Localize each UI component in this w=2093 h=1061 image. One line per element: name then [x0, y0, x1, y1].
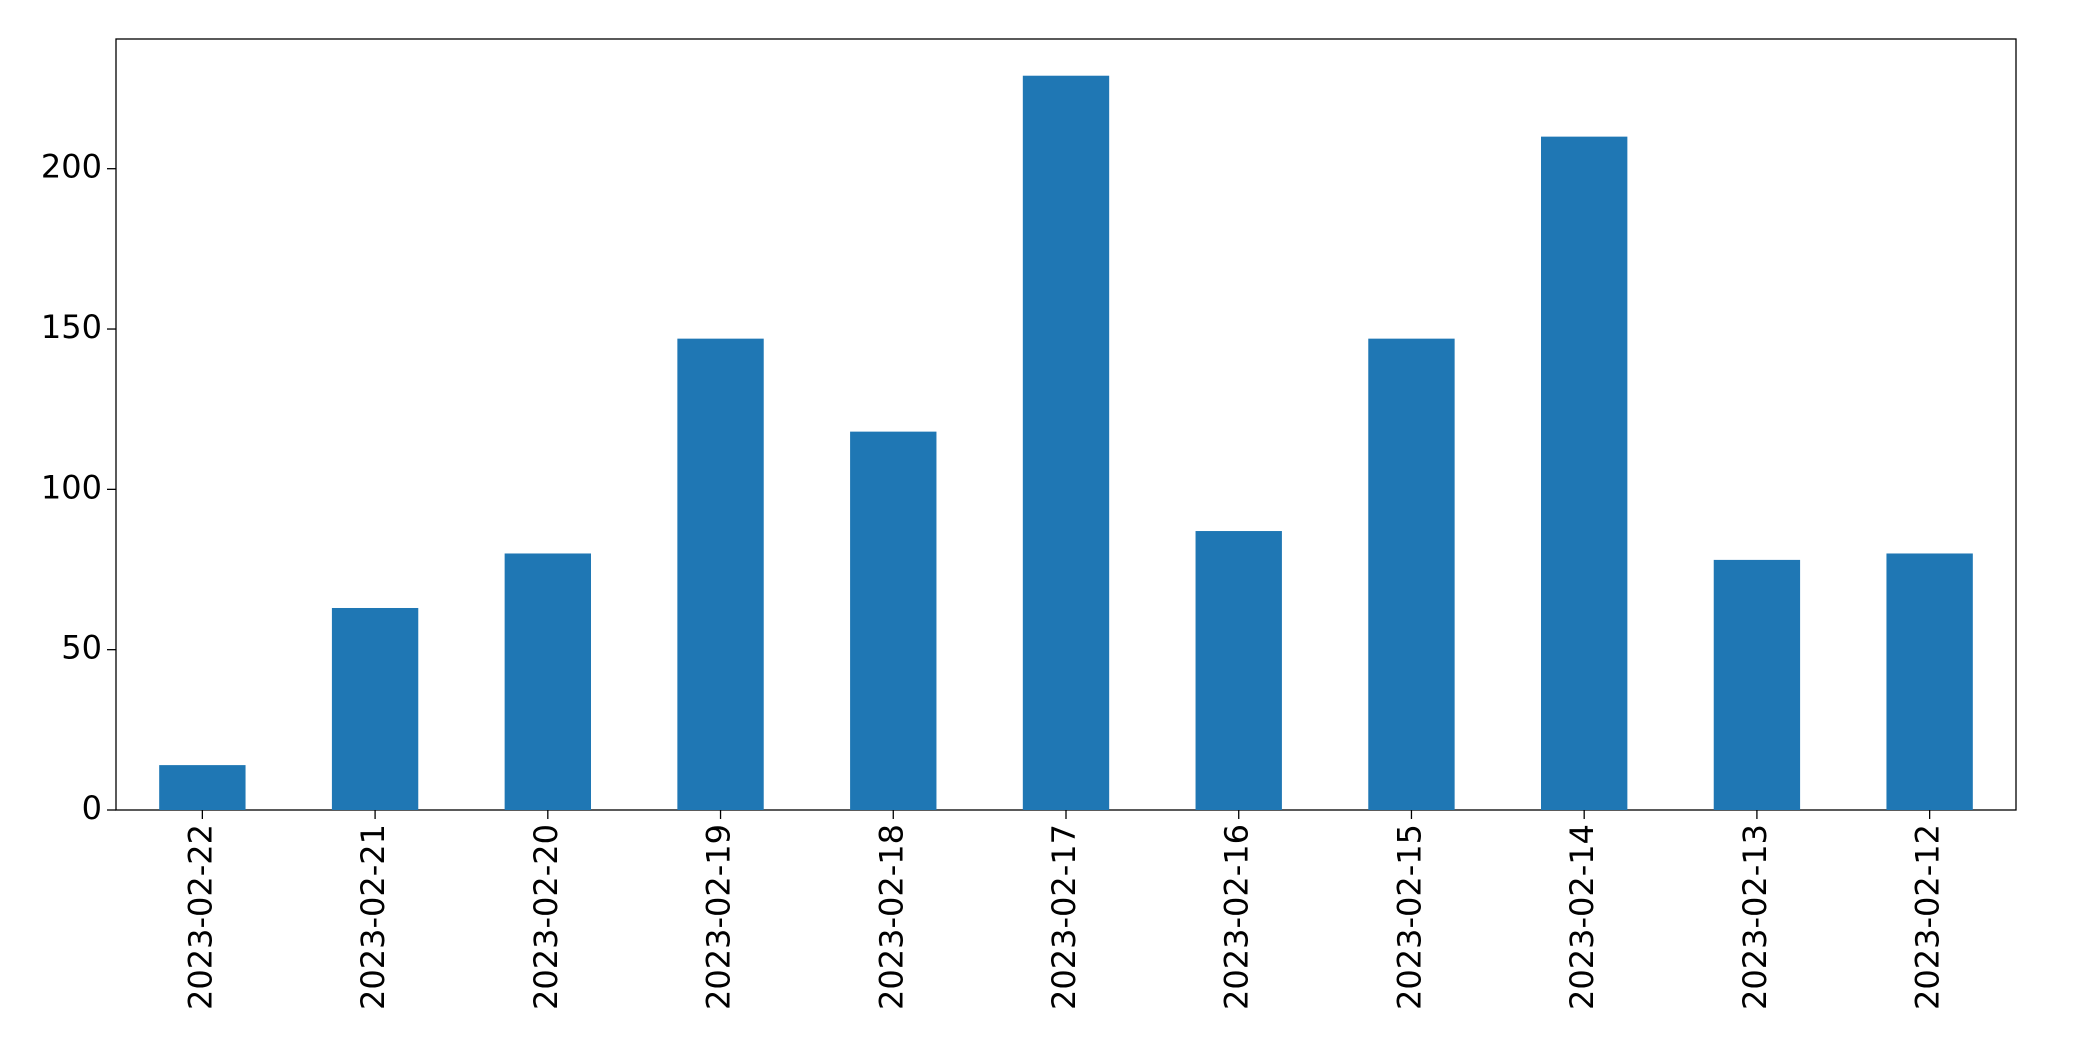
bar: [1886, 553, 1973, 810]
x-tick-label: 2023-02-14: [1563, 824, 1601, 1010]
x-tick-label: 2023-02-21: [354, 824, 392, 1010]
x-tick-label: 2023-02-19: [700, 824, 738, 1010]
x-tick-label: 2023-02-20: [527, 824, 565, 1010]
bar: [159, 765, 246, 810]
x-tick-label: 2023-02-15: [1390, 824, 1428, 1010]
y-tick-label: 150: [41, 308, 102, 346]
x-tick-label: 2023-02-17: [1045, 824, 1083, 1010]
bar: [1195, 531, 1282, 810]
bar: [850, 431, 937, 810]
x-tick-label: 2023-02-18: [872, 824, 910, 1010]
bar: [1713, 559, 1801, 810]
x-tick-label: 2023-02-13: [1736, 824, 1774, 1010]
x-tick-label: 2023-02-12: [1909, 824, 1947, 1010]
bar: [331, 607, 419, 810]
x-tick-label: 2023-02-22: [181, 824, 219, 1010]
y-tick-label: 0: [82, 789, 102, 827]
y-tick-label: 100: [41, 468, 102, 506]
bar: [1022, 75, 1110, 810]
y-tick-label: 200: [41, 148, 102, 186]
y-tick-label: 50: [61, 629, 102, 667]
bar: [504, 553, 591, 810]
bar: [677, 338, 764, 810]
x-tick-label: 2023-02-16: [1218, 824, 1256, 1010]
bar: [1541, 136, 1628, 810]
bar: [1368, 338, 1455, 810]
